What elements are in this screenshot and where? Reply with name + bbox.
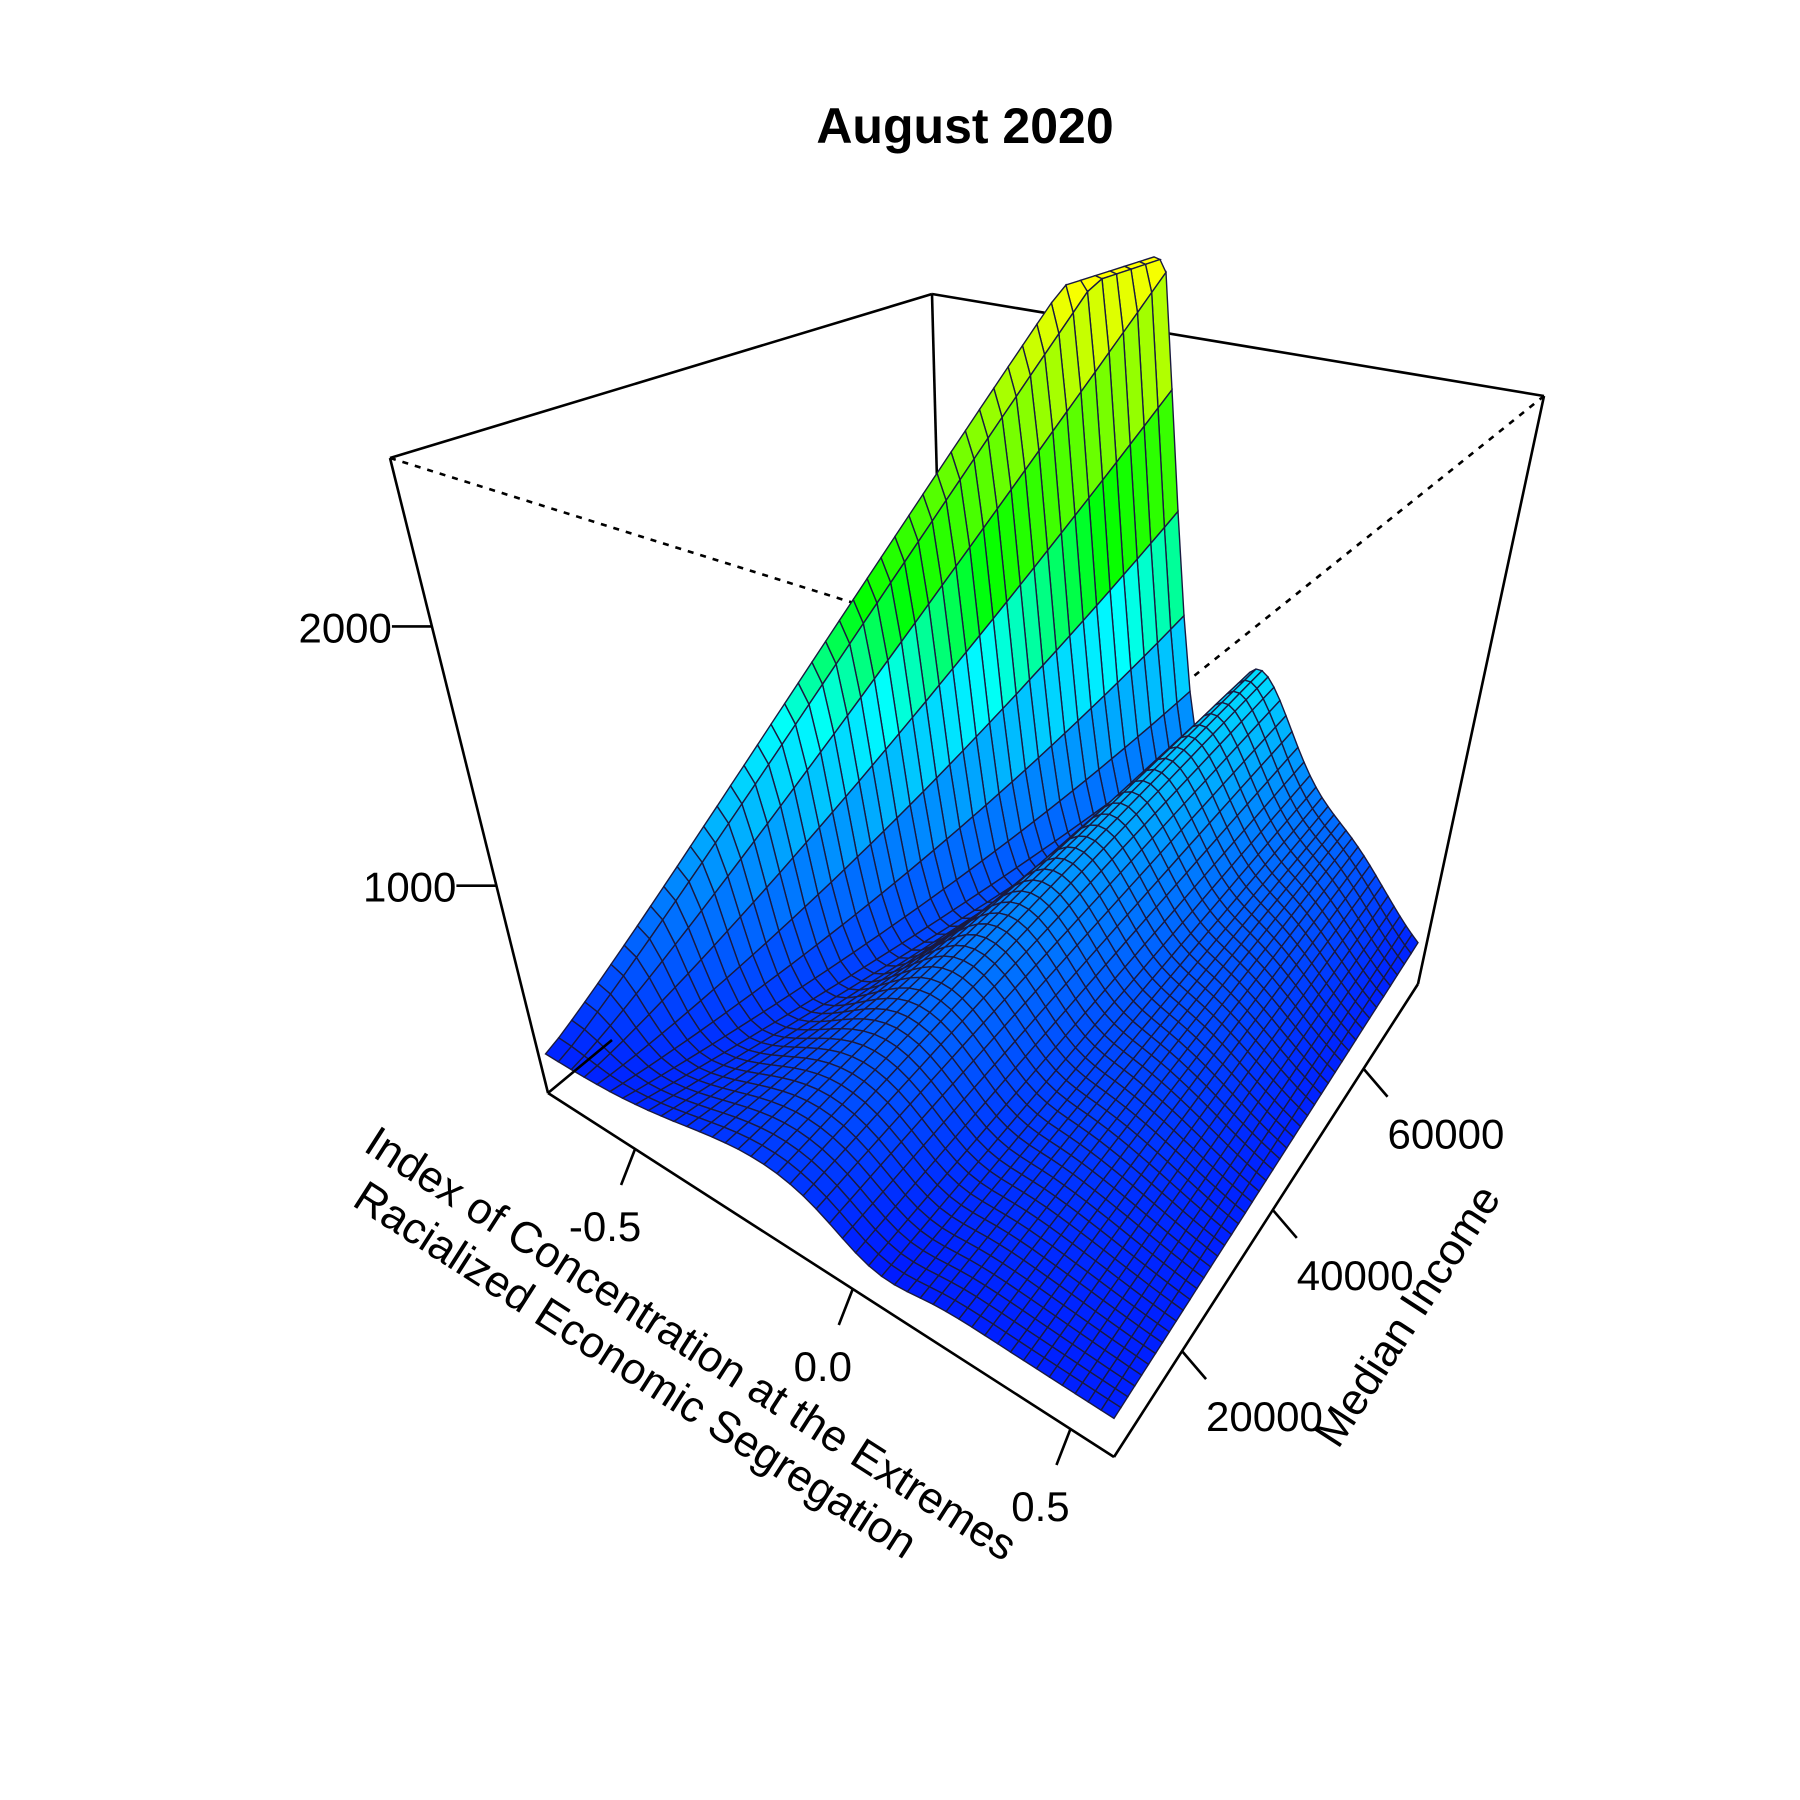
box-edge-hidden-top-front	[389, 456, 1165, 702]
surface	[544, 256, 1419, 1420]
box-edge-left-vertical	[388, 457, 550, 1094]
box-edge-right-vertical	[1416, 395, 1546, 985]
x-axis-tick-label: -0.5	[569, 1203, 641, 1250]
surface-facet	[1100, 1398, 1122, 1420]
box-edge-top-right	[931, 292, 1545, 398]
x-axis-tick-label: 0.5	[1011, 1483, 1069, 1530]
y-axis-tick-mark	[1271, 1209, 1298, 1239]
box-edge-bottom-right	[1112, 983, 1420, 1458]
chart-title: August 2020	[816, 98, 1113, 154]
box-edge-bottom-front	[547, 1091, 1115, 1459]
z-axis-tick-label: 1000	[363, 864, 456, 911]
y-axis-tick-label: 60000	[1388, 1111, 1505, 1158]
x-axis-tick-mark	[1055, 1428, 1072, 1466]
y-axis-tick-mark	[1181, 1350, 1208, 1380]
box-edge-top-left	[389, 292, 933, 460]
z-axis-tick-label: 2000	[298, 604, 391, 651]
y-axis-tick-mark	[1362, 1067, 1389, 1098]
x-axis-tick-label: 0.0	[794, 1343, 852, 1390]
box-edge-bottom-left	[547, 1038, 613, 1095]
x-axis-tick-mark	[619, 1148, 637, 1186]
x-axis-tick-mark	[837, 1288, 854, 1326]
box-front-edges	[388, 395, 1546, 1459]
y-axis-tick-label: 20000	[1206, 1393, 1323, 1440]
y-axis-tick-label: 40000	[1297, 1252, 1414, 1299]
axis-ticks: -0.5 0.0 0.5 20000 40000 60000 1000 2000	[298, 604, 1504, 1530]
box-edge-hidden-top-right	[1163, 394, 1545, 702]
y-axis-label: Median Income	[1305, 1176, 1510, 1455]
